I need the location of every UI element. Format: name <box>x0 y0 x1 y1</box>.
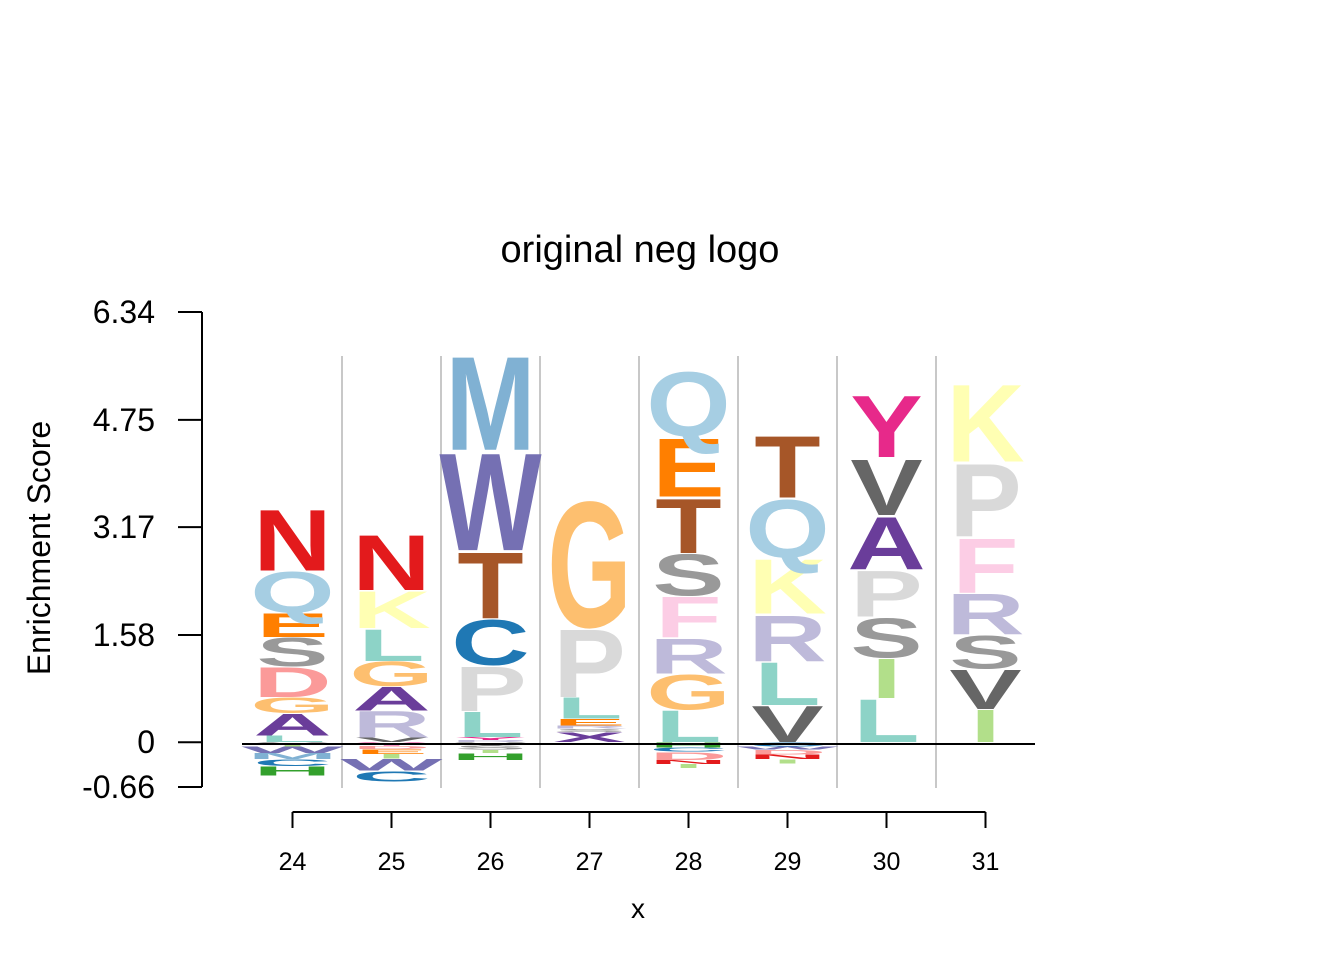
logo-letter-s: S <box>850 607 922 670</box>
logo-letter-d: D <box>649 750 727 763</box>
y-tick-label: -0.66 <box>82 769 155 805</box>
logo-letter-h: H <box>253 764 331 779</box>
y-axis: 6.34 4.75 3.17 1.58 0 -0.66 <box>82 294 203 805</box>
logo-letter-g: G <box>646 665 730 721</box>
logo-letter-v: V <box>949 659 1022 722</box>
logo-letter-g: G <box>547 466 631 666</box>
x-axis-label: x <box>631 893 645 924</box>
logo-letter-a: A <box>352 680 430 718</box>
logo-letter-s: S <box>454 745 526 751</box>
logo-letter-d: D <box>748 749 826 756</box>
logo-letter-i: I <box>871 648 901 711</box>
chart-title: original neg logo <box>501 229 780 271</box>
logo-letter-n: N <box>352 519 430 607</box>
logo-letter-f: F <box>952 522 1018 610</box>
logo-letter-v: V <box>850 443 922 532</box>
logo-letter-r: R <box>748 602 826 676</box>
letter-stacks: LAGDSEQNVIWMCHVRAGLKNYDEIWCRYLPCTWMVSIHX… <box>241 329 1024 785</box>
logo-letter-y: Y <box>850 377 922 476</box>
logo-letter-n: N <box>253 491 331 589</box>
logo-letter-i: I <box>376 753 406 760</box>
logo-letter-s: S <box>553 728 625 733</box>
logo-letter-p: P <box>454 653 526 725</box>
x-tick-label: 28 <box>675 848 703 876</box>
logo-letter-c: C <box>649 747 727 753</box>
logo-letter-q: Q <box>250 560 334 625</box>
y-tick-label: 3.17 <box>93 509 155 545</box>
logo-letter-s: S <box>652 542 724 609</box>
logo-letter-l: L <box>754 649 820 718</box>
logo-letter-g: G <box>250 693 334 718</box>
logo-letter-m: M <box>445 329 535 478</box>
logo-letter-e: E <box>355 748 427 755</box>
logo-letter-w: W <box>736 746 839 751</box>
x-tick-label: 31 <box>972 848 1000 876</box>
logo-letter-r: R <box>352 704 430 746</box>
logo-letter-s: S <box>949 625 1021 678</box>
logo-letter-e: E <box>652 420 724 514</box>
logo-letter-l: L <box>259 734 325 745</box>
logo-letter-k: K <box>352 581 430 640</box>
logo-letter-r: R <box>649 629 727 685</box>
logo-letter-x: X <box>553 730 625 746</box>
logo-letter-l: L <box>457 705 523 745</box>
logo-letter-i: I <box>475 749 505 754</box>
logo-letter-q: Q <box>646 354 730 456</box>
x-tick-label: 26 <box>477 848 505 876</box>
logo-letter-t: T <box>457 533 523 639</box>
logo-letter-i: I <box>772 758 802 764</box>
logo-letter-y: Y <box>454 736 526 741</box>
logo-letter-l: L <box>358 620 424 671</box>
logo-letter-r: R <box>550 724 628 729</box>
logo-letter-p: P <box>553 609 625 718</box>
logo-letter-r: R <box>946 582 1024 647</box>
logo-letter-w: W <box>439 425 541 580</box>
logo-letter-t: T <box>655 483 721 571</box>
logo-letter-l: L <box>556 691 622 725</box>
logo-letter-k: K <box>748 543 826 631</box>
y-tick-label: 1.58 <box>93 617 155 653</box>
logo-letter-n: N <box>748 753 826 760</box>
logo-letter-c: C <box>253 758 331 769</box>
logo-letter-w: W <box>241 745 344 756</box>
logo-letter-i: I <box>277 744 307 747</box>
y-tick-label: 6.34 <box>93 294 155 330</box>
logo-letter-h: H <box>649 741 727 749</box>
logo-letter-t: T <box>754 417 820 516</box>
logo-letter-i: I <box>673 763 703 769</box>
logo-letter-e: E <box>256 607 328 645</box>
logo-letter-m: M <box>247 752 337 761</box>
logo-letter-s: S <box>256 630 328 675</box>
logo-letter-q: Q <box>745 483 829 575</box>
x-tick-label: 25 <box>378 848 406 876</box>
y-axis-label: Enrichment Score <box>21 421 57 675</box>
logo-letter-g: G <box>349 655 433 694</box>
logo-letter-f: F <box>655 585 721 650</box>
x-axis: 24 25 26 27 28 29 30 31 <box>279 811 1000 876</box>
x-tick-label: 27 <box>576 848 604 876</box>
logo-letter-h: H <box>451 751 529 762</box>
logo-letter-w: W <box>340 756 443 775</box>
position-separators <box>341 356 937 788</box>
logo-letter-r: R <box>451 740 529 743</box>
logo-letter-a: A <box>847 501 925 585</box>
logo-letter-d: D <box>253 659 331 706</box>
logo-letter-p: P <box>949 443 1021 558</box>
logo-letter-c: C <box>352 768 430 785</box>
logo-letter-c: C <box>451 606 529 679</box>
x-tick-label: 24 <box>279 848 307 876</box>
y-tick-label: 0 <box>137 724 155 760</box>
y-tick-label: 4.75 <box>93 402 155 438</box>
logo-letter-a: A <box>253 707 331 742</box>
logo-letter-n: N <box>649 759 727 765</box>
logo-letter-k: K <box>946 362 1024 485</box>
logo-letter-p: P <box>850 558 922 632</box>
x-tick-label: 30 <box>873 848 901 876</box>
logo-letter-d: D <box>352 745 430 750</box>
logo-letter-e: E <box>553 717 625 728</box>
x-tick-label: 29 <box>774 848 802 876</box>
logo-letter-v: V <box>355 736 427 743</box>
